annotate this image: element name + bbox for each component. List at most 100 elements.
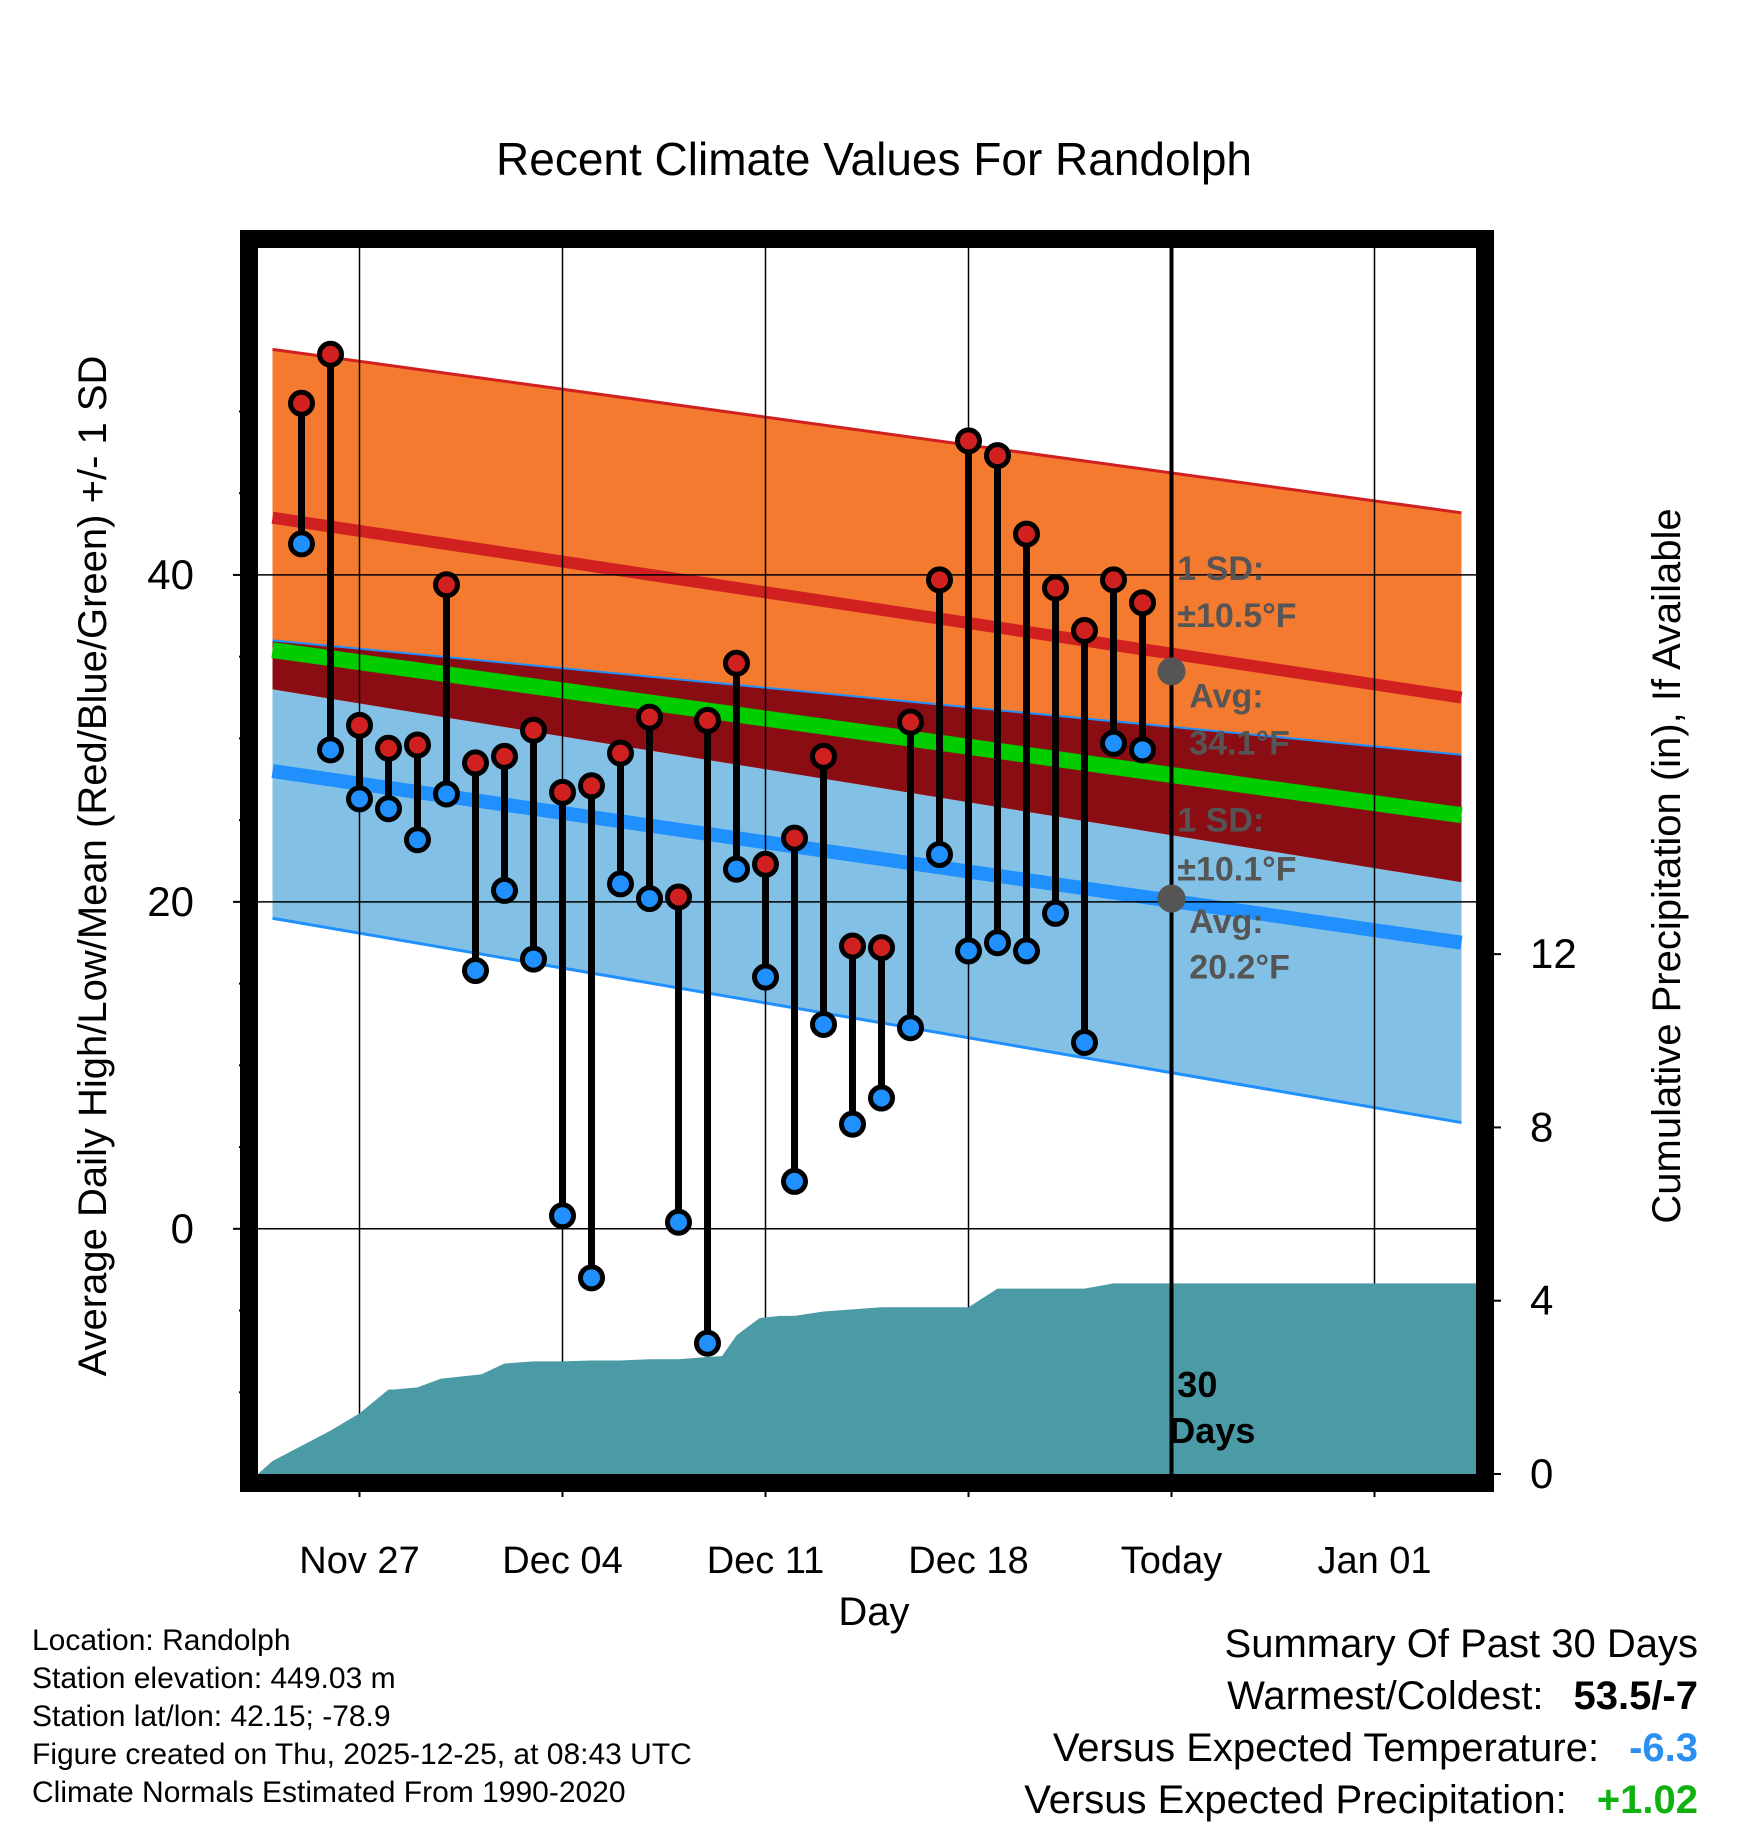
daily-high-point [955,427,982,455]
daily-high-point [1042,574,1069,602]
x-tick-label: Dec 18 [908,1540,1028,1582]
daily-high-point [317,340,344,368]
daily-high-point [520,716,547,744]
daily-low-point [897,1014,924,1042]
daily-temperatures [288,340,1156,1357]
daily-low-point [549,1202,576,1230]
daily-low-point [810,1010,837,1038]
temp-label: Versus Expected Temperature: [1052,1726,1600,1770]
high-sd-value: ±10.5°F [1177,597,1296,635]
daily-high-point [810,742,837,770]
high-normal-line [271,511,1463,704]
daily-high-point [1071,617,1098,645]
precip-value: +1.02 [1596,1778,1698,1822]
annotations: 1 SD: ±10.5°F Avg: 34.1°F 1 SD: ±10.1°F Avg: 20… [1157,550,1297,1451]
daily-high-point [723,649,750,677]
precip-area [258,1283,1476,1474]
temp-row: Versus Expected Temperature: -6.3 [1024,1726,1698,1778]
daily-low-point [1071,1028,1098,1056]
y2-tick-label: 0 [1530,1450,1553,1497]
created-text: Figure created on Thu, 2025-12-25, at 08… [32,1738,692,1771]
y2-tick-label: 4 [1530,1277,1553,1324]
location-text: Location: Randolph [32,1624,291,1657]
x-tick-label: Today [1121,1540,1222,1582]
daily-low-point [984,929,1011,957]
temp-value: -6.3 [1629,1726,1698,1770]
today-low-point [1157,884,1186,913]
daily-low-point [607,870,634,898]
daily-low-point [1042,899,1069,927]
warmest-row: Warmest/Coldest: 53.5/-7 [1024,1674,1698,1726]
chart-title: Recent Climate Values For Randolph [496,133,1252,185]
daily-high-point [433,571,460,599]
daily-high-point [549,778,576,806]
daily-low-point [578,1264,605,1292]
elevation-text: Station elevation: 449.03 m [32,1662,396,1695]
daily-high-point [404,731,431,759]
daily-high-point [578,772,605,800]
daily-high-point [636,703,663,731]
window-days-unit: Days [1169,1410,1255,1451]
latlon-text: Station lat/lon: 42.15; -78.9 [32,1700,391,1733]
daily-high-point [1100,566,1127,594]
low-normal-line [271,764,1463,950]
summary-title-row: Summary Of Past 30 Days [1024,1622,1698,1674]
daily-high-point [607,739,634,767]
y-tick-label: 40 [147,551,194,598]
daily-low-point [955,937,982,965]
high-lower-line [272,639,1462,756]
daily-low-point [752,963,779,991]
daily-high-point [694,706,721,734]
daily-high-point [462,749,489,777]
normals-text: Climate Normals Estimated From 1990-2020 [32,1776,626,1809]
daily-low-point [288,530,315,558]
y2-tick-label: 8 [1530,1103,1553,1150]
daily-low-point [636,885,663,913]
low-avg-value: 20.2°F [1189,949,1290,987]
daily-low-point [1013,937,1040,965]
daily-high-point [665,883,692,911]
daily-low-point [694,1329,721,1357]
warmest-value: 53.5/-7 [1573,1674,1698,1718]
daily-high-point [491,742,518,770]
daily-high-point [897,708,924,736]
high-sd-label: 1 SD: [1177,550,1264,588]
high-avg-label: Avg: [1189,677,1263,715]
x-axis-label: Day [838,1590,909,1634]
daily-high-point [868,934,895,962]
daily-high-point [752,850,779,878]
y2-tick-label: 12 [1530,930,1577,977]
daily-low-point [346,785,373,813]
low-lower-line [272,916,1462,1125]
today-high-point [1157,657,1186,686]
x-tick-label: Jan 01 [1317,1540,1431,1582]
mean-normal-line [271,642,1463,824]
daily-high-point [839,932,866,960]
plot-frame [240,230,1494,1492]
x-tick-label: Dec 11 [707,1540,825,1582]
daily-low-point [781,1167,808,1195]
daily-low-point [317,736,344,764]
low-sd-label: 1 SD: [1177,802,1264,840]
summary-title: Summary Of Past 30 Days [1224,1622,1698,1666]
y-tick-label: 0 [171,1205,194,1252]
daily-low-point [723,855,750,883]
high-avg-value: 34.1°F [1189,725,1290,763]
y-tick-label: 20 [147,878,194,925]
daily-low-point [404,826,431,854]
daily-low-point [1100,729,1127,757]
station-info: Location: Randolph Station elevation: 44… [32,1622,692,1812]
daily-low-point [375,795,402,823]
daily-low-point [462,957,489,985]
daily-high-point [984,442,1011,470]
daily-high-point [1129,589,1156,617]
x-tick-label: Nov 27 [299,1540,419,1582]
precipitation-area [258,1283,1476,1474]
warmest-label: Warmest/Coldest: [1227,1674,1544,1718]
precip-row: Versus Expected Precipitation: +1.02 [1024,1778,1698,1830]
window-days-number: 30 [1177,1364,1217,1405]
daily-low-point [520,945,547,973]
daily-high-point [288,389,315,417]
x-tick-label: Dec 04 [502,1540,622,1582]
